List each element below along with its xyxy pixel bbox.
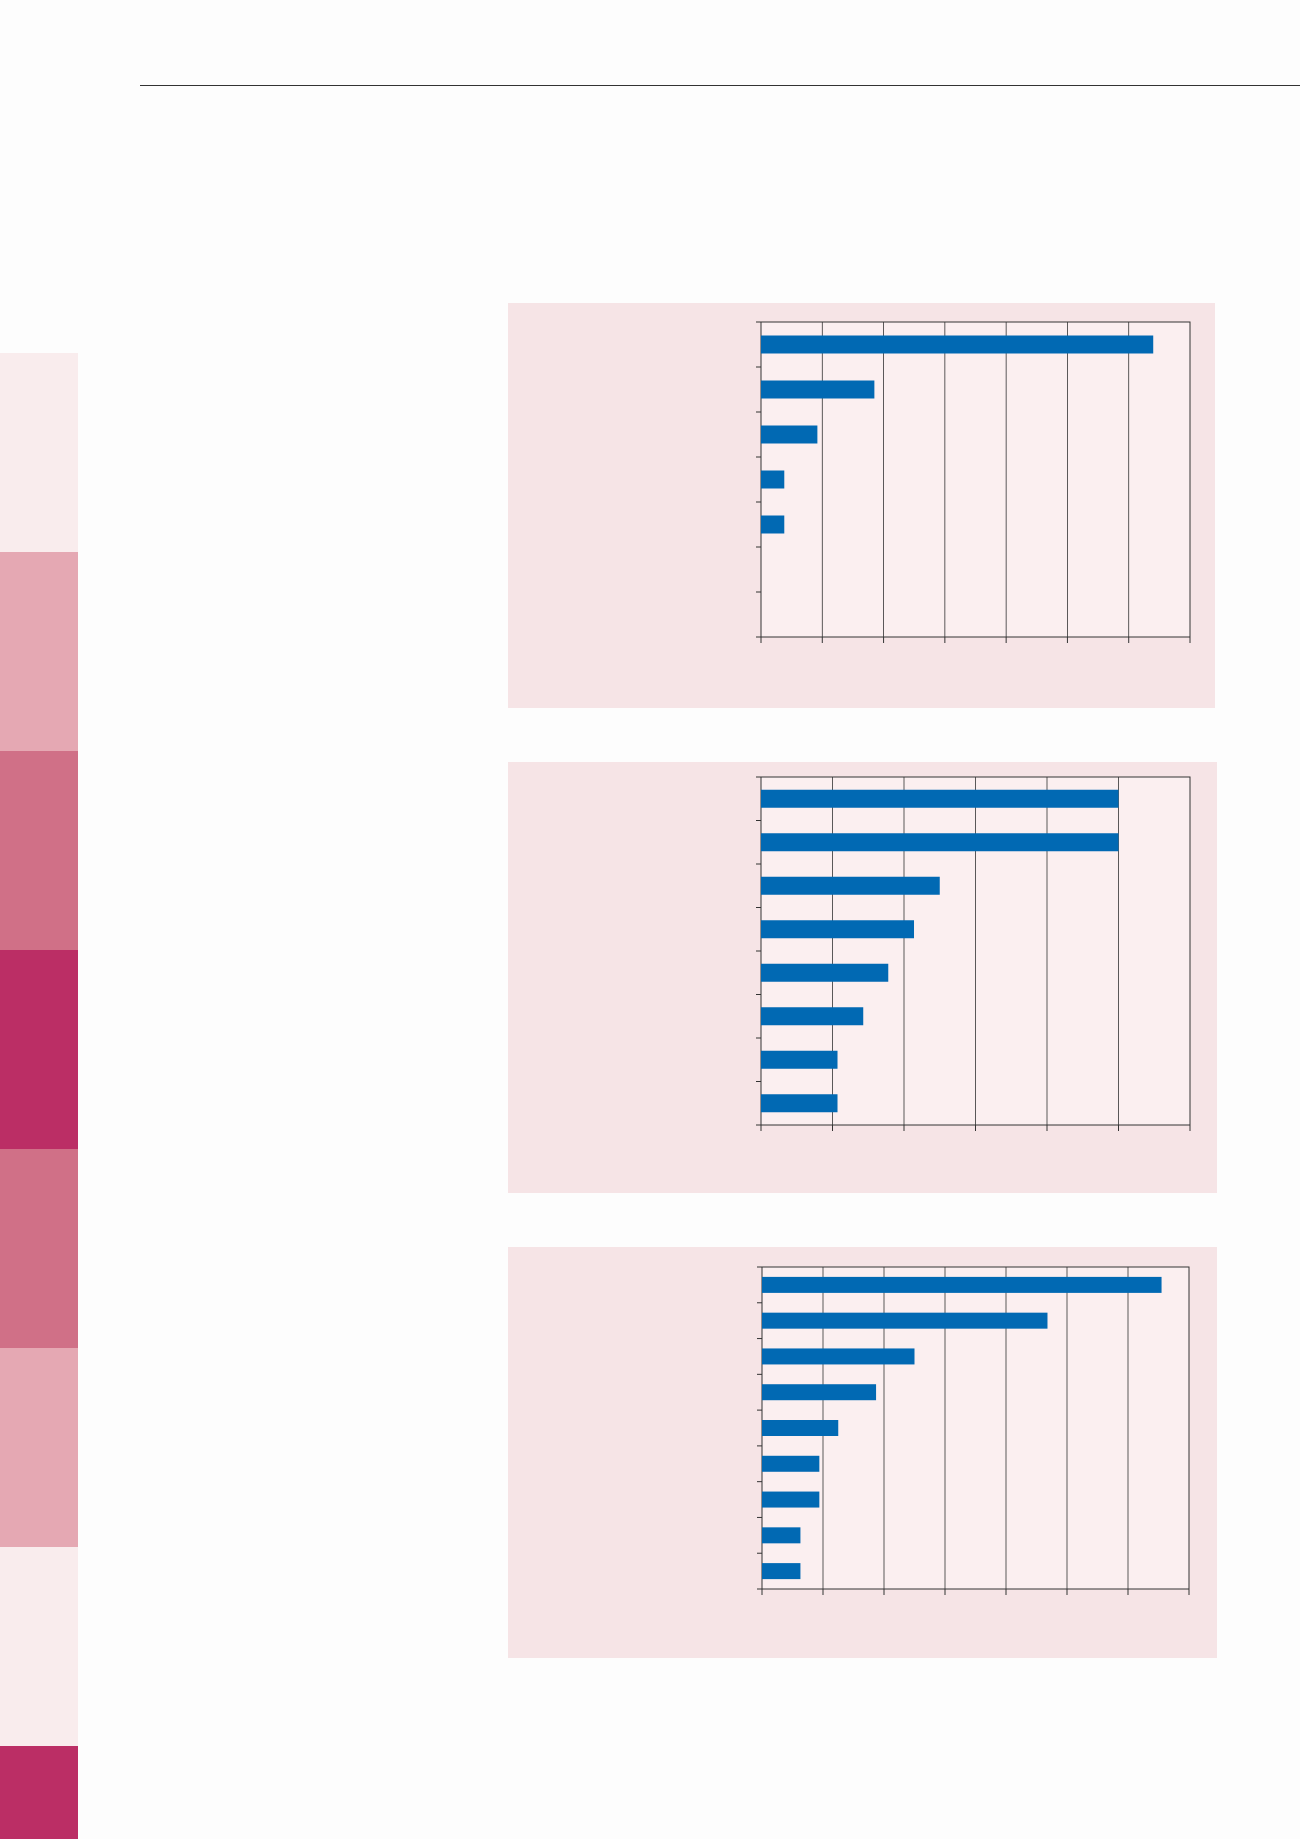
- bar: [762, 1563, 801, 1580]
- side-color-strip: [0, 353, 78, 1839]
- bar-chart-1: [756, 321, 1191, 643]
- header-rule: [140, 85, 1300, 86]
- bar: [761, 1094, 838, 1113]
- bar: [762, 1527, 801, 1544]
- strip-segment: [0, 1149, 78, 1348]
- strip-segment: [0, 552, 78, 751]
- bar: [761, 920, 915, 939]
- bar: [761, 1007, 864, 1026]
- bar: [762, 1420, 839, 1436]
- chart-panel-3: [508, 1247, 1217, 1658]
- bar: [762, 1312, 1048, 1329]
- strip-segment: [0, 1746, 78, 1839]
- bar: [762, 1455, 820, 1472]
- chart-panel-2: [508, 762, 1217, 1193]
- bar: [762, 1491, 820, 1508]
- strip-segment: [0, 751, 78, 950]
- bar: [761, 425, 818, 444]
- bar: [761, 1050, 838, 1069]
- bar-chart-3: [757, 1266, 1190, 1595]
- bar: [761, 335, 1154, 354]
- plot-area: [760, 321, 1191, 638]
- strip-segment: [0, 353, 78, 552]
- bar: [761, 833, 1119, 852]
- bar: [761, 380, 875, 399]
- bar: [761, 470, 785, 489]
- chart-panel-1: [508, 303, 1215, 708]
- bar: [761, 963, 889, 982]
- bar-chart-2: [756, 776, 1191, 1131]
- bar: [762, 1276, 1162, 1293]
- strip-segment: [0, 1348, 78, 1547]
- bar: [761, 876, 940, 895]
- strip-segment: [0, 1547, 78, 1746]
- strip-segment: [0, 950, 78, 1149]
- bar: [761, 515, 785, 534]
- bar: [761, 789, 1119, 808]
- bar: [762, 1384, 877, 1401]
- bar: [762, 1348, 915, 1365]
